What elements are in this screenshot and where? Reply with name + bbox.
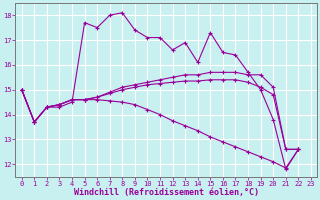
X-axis label: Windchill (Refroidissement éolien,°C): Windchill (Refroidissement éolien,°C) [74,188,259,197]
